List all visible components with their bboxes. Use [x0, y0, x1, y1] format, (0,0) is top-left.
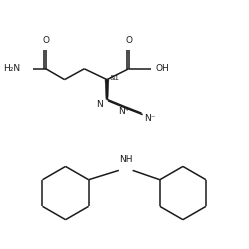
- Polygon shape: [105, 80, 109, 99]
- Text: H₂N: H₂N: [3, 64, 20, 73]
- Text: NH: NH: [119, 155, 132, 164]
- Text: OH: OH: [155, 64, 169, 73]
- Text: &1: &1: [110, 75, 120, 81]
- Text: N⁻: N⁻: [144, 114, 156, 123]
- Text: N⁺: N⁺: [118, 107, 129, 116]
- Text: N: N: [96, 100, 103, 109]
- Text: O: O: [125, 36, 132, 45]
- Text: O: O: [42, 36, 49, 45]
